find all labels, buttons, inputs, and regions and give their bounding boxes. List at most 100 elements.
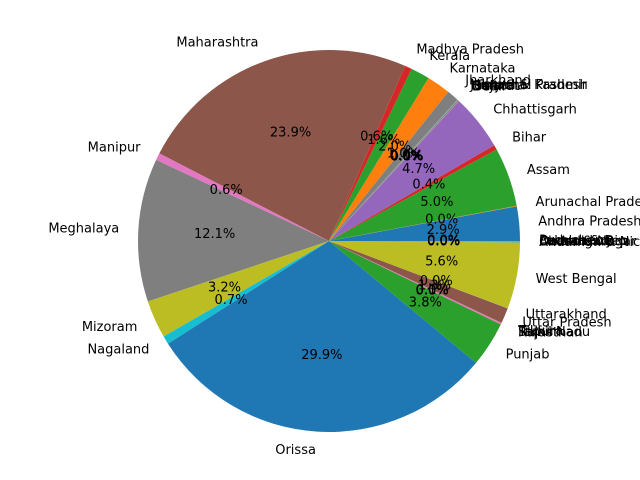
pie-slice — [329, 145, 497, 241]
slice-label: Daman & Diu — [539, 234, 626, 249]
slice-percent-label: 0.0% — [427, 234, 460, 249]
pie-slice — [329, 100, 459, 241]
pie-slice — [329, 99, 458, 242]
slice-percent-label: 0.0% — [390, 149, 423, 164]
slice-percent-label: 0.0% — [416, 284, 449, 299]
slice-label: Tamil Nadu — [517, 325, 590, 340]
slice-label: Arunachal Pradesh — [536, 195, 640, 210]
slice-label: Kerala — [429, 49, 470, 64]
slice-percent-label: 0.6% — [360, 129, 393, 144]
pie-slice — [329, 241, 520, 242]
slice-percent-label: 3.8% — [409, 296, 442, 311]
slice-percent-label: 0.1% — [390, 149, 423, 164]
slice-percent-label: 5.0% — [420, 195, 453, 210]
slice-label: Manipur — [88, 141, 142, 156]
slice-label: Gujarat — [471, 79, 519, 94]
slice-label: Andhra Pradesh — [538, 214, 640, 229]
pie-slice — [329, 206, 520, 241]
pie-slice — [329, 99, 458, 241]
pie-slice — [329, 241, 520, 309]
slice-labels: Andhra Pradesh Arunachal Pradesh Assam Biha… — [48, 36, 640, 459]
pie-slices — [137, 50, 520, 433]
slice-label: Jammu & Kashmir — [469, 78, 587, 93]
slice-percent-label: 0.6% — [210, 183, 243, 198]
slice-label: Haryana — [471, 78, 526, 93]
pie-slice — [329, 241, 502, 325]
slice-percent-label: 0.0% — [390, 149, 423, 164]
slice-percent-labels: 2.9%0.0%5.0%0.4%4.7%0.0%0.0%0.1%0.0%0.0%… — [194, 126, 460, 363]
slice-percent-label: 0.0% — [427, 234, 460, 249]
slice-label: Uttar Pradesh — [522, 316, 611, 331]
slice-label: West Bengal — [536, 272, 617, 287]
slice-label: Puducherry — [539, 234, 613, 249]
pie-slice — [329, 101, 495, 242]
pie-slice — [163, 241, 329, 344]
pie-slice — [329, 241, 520, 243]
slice-label: Andaman & Nicobar Islands — [539, 235, 640, 250]
slice-percent-label: 0.0% — [390, 149, 423, 164]
slice-percent-label: 0.7% — [215, 293, 248, 308]
slice-label: Dadra & Nagar Haveli — [539, 234, 640, 249]
pie-slice — [329, 241, 502, 324]
slice-label: Nagaland — [87, 343, 149, 358]
slice-label: Bihar — [512, 130, 547, 145]
slice-label: Karnataka — [450, 61, 516, 76]
slice-percent-label: 2.0% — [378, 140, 411, 155]
slice-label: Rajasthan — [518, 325, 583, 340]
slice-percent-label: 0.0% — [391, 150, 424, 165]
slice-label: Uttarakhand — [526, 308, 607, 323]
slice-label: Chhattisgarh — [493, 102, 577, 117]
slice-label: Punjab — [506, 347, 550, 362]
pie-slice — [156, 153, 329, 241]
slice-percent-label: 1.3% — [418, 278, 451, 293]
pie-slice — [137, 159, 329, 302]
slice-percent-label: 29.9% — [301, 348, 342, 363]
slice-label: Goa — [472, 79, 498, 94]
slice-percent-label: 0.0% — [427, 234, 460, 249]
slice-percent-label: 1.6% — [367, 133, 400, 148]
slice-percent-label: 23.9% — [270, 126, 311, 141]
slice-percent-label: 12.1% — [194, 227, 235, 242]
slice-label: Meghalaya — [48, 221, 119, 236]
slice-label: Madhya Pradesh — [416, 42, 524, 57]
pie-slice — [329, 149, 517, 241]
slice-label: Sikkim — [518, 325, 561, 340]
pie-slice — [329, 241, 501, 325]
pie-slice — [329, 241, 501, 325]
slice-percent-label: 0.0% — [427, 234, 460, 249]
pie-slice — [329, 68, 429, 241]
pie-slice — [329, 241, 520, 242]
pie-slice — [329, 101, 460, 242]
pie-slice — [329, 65, 412, 241]
pie-slice — [329, 91, 458, 241]
pie-slice — [329, 77, 449, 241]
pie-slice — [329, 241, 520, 243]
pie-slice — [329, 99, 458, 241]
slice-percent-label: 0.0% — [427, 234, 460, 249]
pie-slice — [329, 241, 501, 363]
slice-percent-label: 0.0% — [425, 213, 458, 228]
slice-percent-label: 2.9% — [427, 223, 460, 238]
pie-slice — [329, 100, 459, 242]
slice-percent-label: 0.0% — [416, 283, 449, 298]
slice-percent-label: 3.2% — [208, 281, 241, 296]
slice-label: Delhi — [472, 80, 505, 95]
slice-percent-label: 0.1% — [416, 283, 449, 298]
slice-label: Maharashtra — [176, 36, 258, 51]
slice-label: Orissa — [275, 443, 316, 458]
slice-label: Mizoram — [82, 320, 138, 335]
slice-percent-label: 0.0% — [420, 274, 453, 289]
slice-percent-label: 1.0% — [387, 146, 420, 161]
slice-label: Tripura — [518, 324, 564, 339]
slice-label: Jharkhand — [464, 74, 531, 89]
slice-percent-label: 5.6% — [425, 254, 458, 269]
pie-slice — [147, 241, 329, 337]
slice-label: Chandigarh — [539, 235, 614, 250]
pie-slice — [329, 205, 517, 241]
slice-percent-label: 4.7% — [402, 162, 435, 177]
pie-slice — [159, 50, 406, 241]
slice-percent-label: 0.0% — [390, 149, 423, 164]
pie-slice — [329, 241, 508, 323]
slice-percent-label: 0.4% — [412, 177, 445, 192]
